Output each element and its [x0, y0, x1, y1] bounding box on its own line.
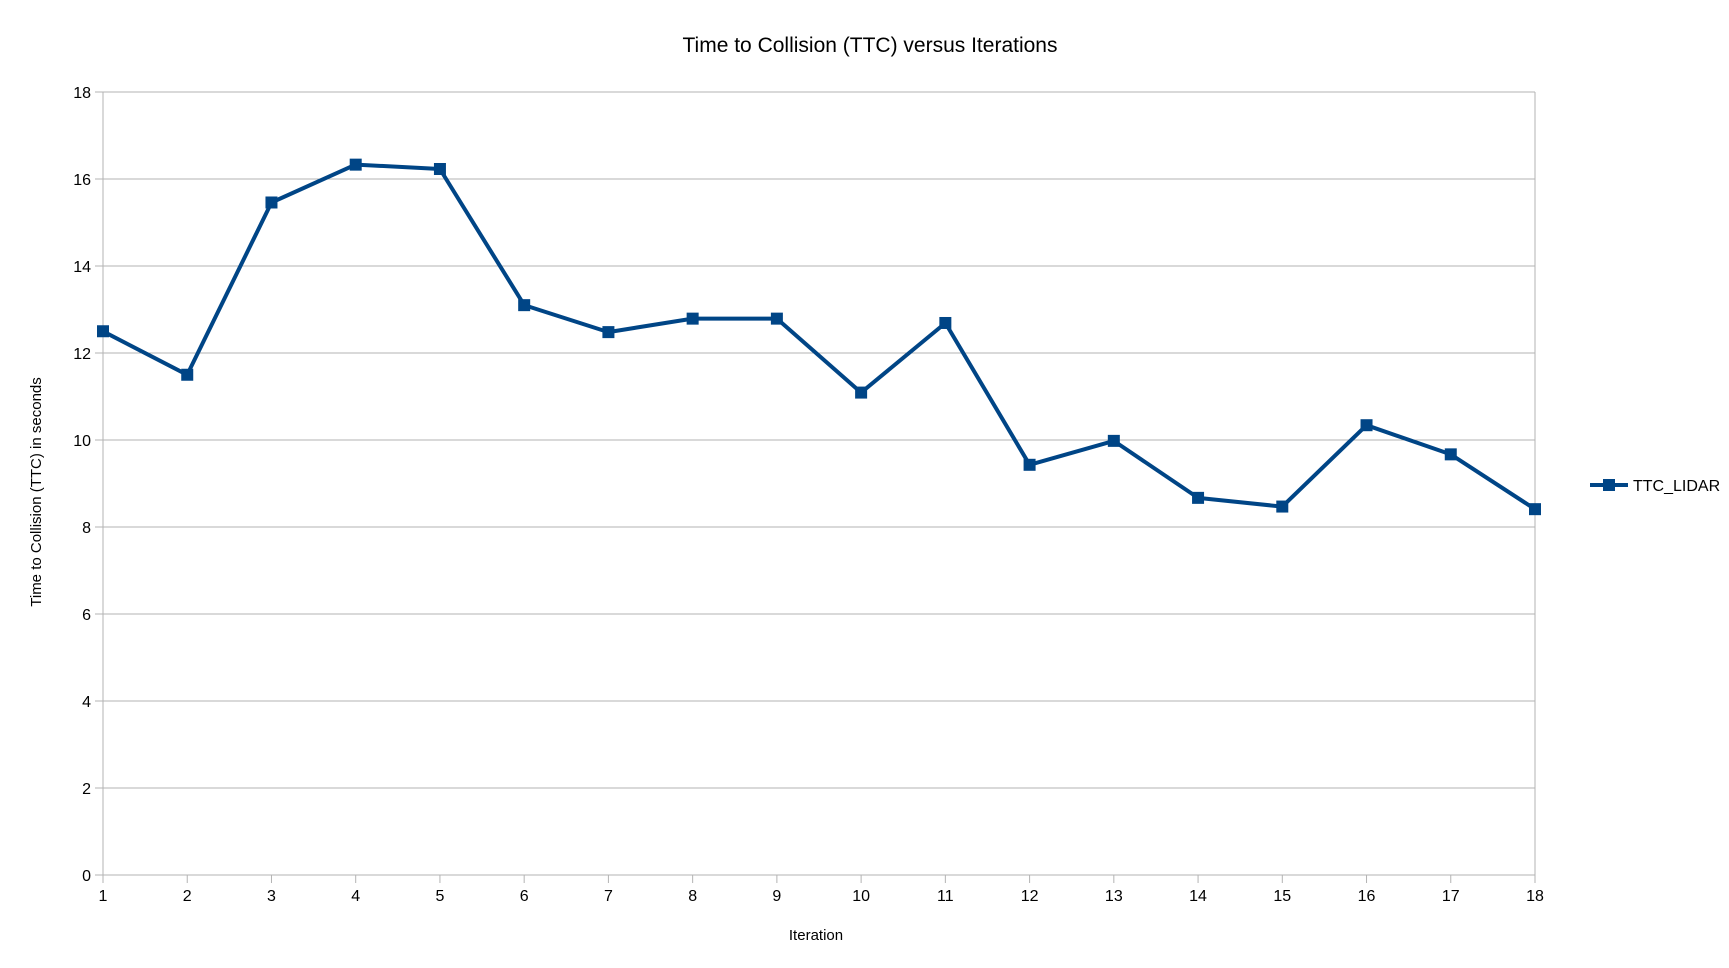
- axes: [95, 91, 1536, 883]
- x-tick-label: 18: [1526, 888, 1544, 905]
- x-tick-label: 16: [1358, 888, 1376, 905]
- x-tick-label: 2: [183, 888, 192, 905]
- data-point-marker: [181, 368, 194, 381]
- x-tick-label: 13: [1105, 888, 1123, 905]
- x-tick-label: 5: [435, 888, 444, 905]
- x-tick-label: 3: [267, 888, 276, 905]
- x-tick-label: 12: [1021, 888, 1039, 905]
- series-layer: [97, 158, 1541, 516]
- x-tick-label: 17: [1442, 888, 1460, 905]
- x-tick-label: 10: [852, 888, 870, 905]
- data-point-marker: [518, 299, 531, 312]
- x-tick-label: 8: [688, 888, 697, 905]
- x-tick-label: 11: [937, 888, 954, 905]
- y-tick-label: 16: [73, 172, 91, 189]
- y-tick-label: 8: [82, 520, 91, 537]
- y-tick-label: 0: [82, 868, 91, 885]
- y-tick-label: 10: [73, 433, 91, 450]
- series-line-ttc-lidar: [101, 162, 1537, 512]
- y-tick-label: 14: [73, 259, 91, 276]
- data-point-marker: [97, 325, 109, 338]
- x-tick-label: 9: [772, 888, 781, 905]
- y-tick-label: 4: [82, 694, 91, 711]
- data-point-marker: [349, 158, 362, 171]
- y-tick-label: 18: [73, 85, 91, 102]
- legend-marker-square: [1603, 479, 1615, 491]
- y-tick-labels: 0 2 4 6 8 10 12 14 16 18: [73, 85, 91, 885]
- data-point-marker: [265, 196, 278, 209]
- x-tick-label: 4: [351, 888, 360, 905]
- data-point-marker: [686, 312, 699, 325]
- data-point-marker: [1529, 503, 1541, 516]
- y-tick-label: 2: [82, 781, 91, 798]
- data-point-marker: [1276, 500, 1289, 513]
- data-point-marker: [770, 312, 783, 325]
- data-point-marker: [939, 316, 952, 329]
- data-point-marker: [1192, 491, 1205, 504]
- gridlines: [103, 91, 1535, 789]
- y-tick-label: 6: [82, 607, 91, 624]
- data-point-marker: [1360, 419, 1373, 432]
- x-tick-label: 15: [1273, 888, 1291, 905]
- chart-title: Time to Collision (TTC) versus Iteration…: [683, 34, 1058, 57]
- data-point-marker: [1023, 458, 1036, 471]
- x-tick-label: 6: [520, 888, 529, 905]
- x-tick-label: 14: [1189, 888, 1207, 905]
- x-tick-label: 7: [604, 888, 613, 905]
- y-tick-label: 12: [73, 346, 91, 363]
- x-axis-label: Iteration: [789, 927, 843, 944]
- x-tick-labels: 1 2 3 4 5 6 7 8 9 10 11 12 13 14 15 16 17 18: [99, 888, 1544, 905]
- y-axis-label: Time to Collision (TTC) in seconds: [28, 377, 45, 607]
- legend-label-ttc-lidar: TTC_LIDAR: [1633, 478, 1720, 495]
- data-point-marker: [1444, 448, 1457, 461]
- x-tick-label: 1: [99, 888, 108, 905]
- data-point-marker: [433, 162, 446, 175]
- data-point-marker: [602, 326, 615, 339]
- data-point-marker: [1107, 434, 1120, 447]
- legend: TTC_LIDAR: [1590, 478, 1720, 495]
- data-point-marker: [855, 386, 868, 399]
